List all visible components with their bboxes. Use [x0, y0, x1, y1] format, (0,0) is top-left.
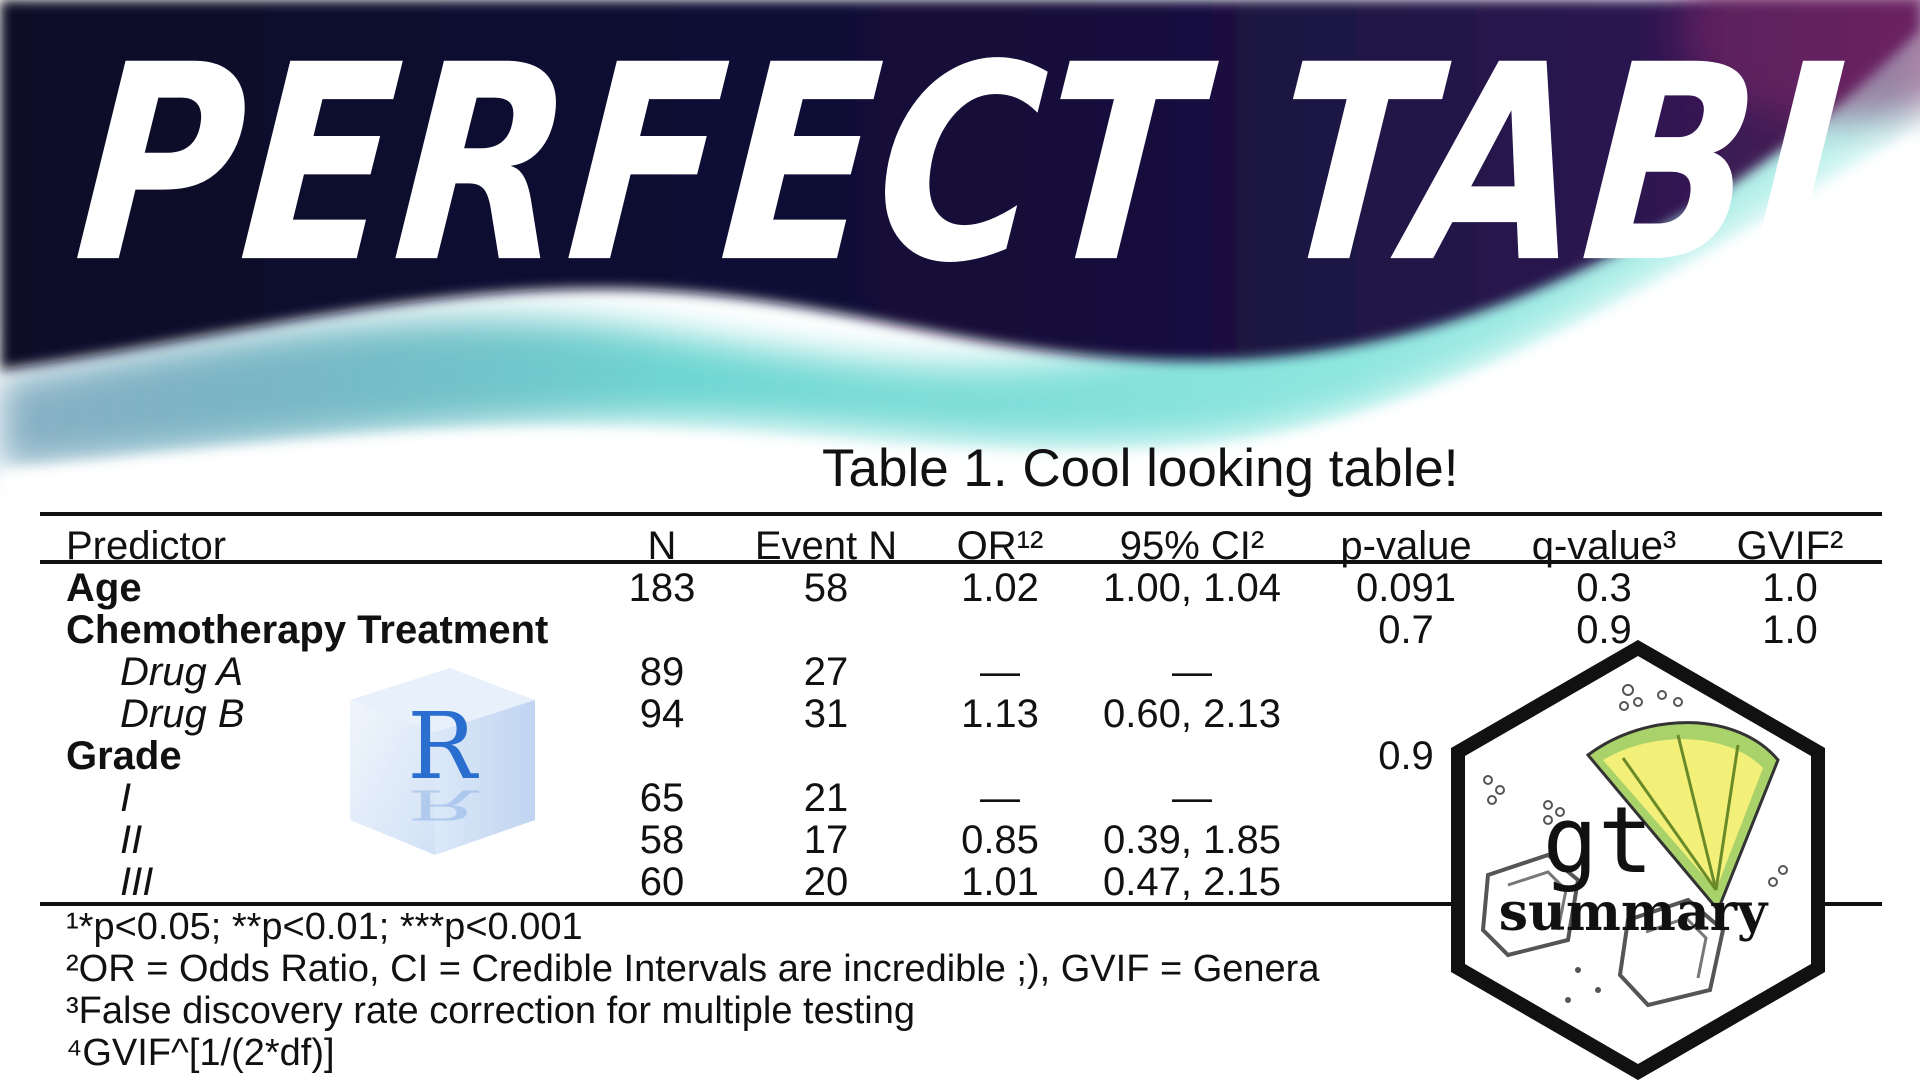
- row-label: Age: [66, 566, 142, 610]
- gtsummary-logo-word-summary: summary: [1499, 882, 1769, 943]
- cell-event-n: 27: [803, 650, 849, 694]
- table-header-rule: [40, 560, 1882, 564]
- footnote-significance: ¹*p<0.05; **p<0.01; ***p<0.001: [66, 906, 583, 948]
- row-label: Chemotherapy Treatment: [66, 608, 549, 652]
- cell-gvif: 1.0: [1762, 608, 1818, 652]
- cell-event-n: 21: [803, 776, 849, 820]
- cell-ci: —: [1172, 650, 1212, 694]
- footnote-fdr: ³False discovery rate correction for mul…: [66, 990, 915, 1032]
- cell-event-n: 58: [803, 566, 849, 610]
- table-bottom-rule: [40, 902, 1882, 906]
- cell-or: 1.01: [961, 860, 1039, 904]
- cell-n: 65: [639, 776, 685, 820]
- col-header-or: OR¹²: [956, 524, 1044, 568]
- cell-gvif: 1.0: [1762, 566, 1818, 610]
- cell-q: 0.3: [1576, 566, 1632, 610]
- table-top-rule: [40, 512, 1882, 516]
- col-header-gvif: GVIF²: [1736, 524, 1844, 568]
- row-label: III: [120, 860, 154, 904]
- cell-n: 94: [639, 692, 685, 736]
- cell-or: —: [980, 650, 1020, 694]
- cell-n: 89: [639, 650, 685, 694]
- gtsummary-logo-word-gt: gt: [1543, 787, 1654, 894]
- r-logo-reflection: R: [407, 781, 479, 829]
- cell-or: 1.13: [961, 692, 1039, 736]
- col-header-predictor: Predictor: [66, 524, 227, 568]
- cell-n: 60: [639, 860, 685, 904]
- row-label: Drug B: [120, 692, 245, 736]
- col-header-p-value: p-value: [1340, 524, 1472, 568]
- cell-n: 183: [628, 566, 696, 610]
- gtsummary-hex-logo-icon: gt summary: [1451, 640, 1825, 1080]
- col-header-ci: 95% CI²: [1119, 524, 1265, 568]
- cell-or: —: [980, 776, 1020, 820]
- col-header-q-value: q-value³: [1531, 524, 1677, 568]
- cell-event-n: 20: [803, 860, 849, 904]
- col-header-n: N: [647, 524, 677, 568]
- cell-event-n: 31: [803, 692, 849, 736]
- cell-n: 58: [639, 818, 685, 862]
- cell-ci: 1.00, 1.04: [1103, 566, 1281, 610]
- footnote-gvif: ⁴GVIF^[1/(2*df)]: [66, 1032, 335, 1074]
- cell-ci: 0.60, 2.13: [1103, 692, 1281, 736]
- cell-p: 0.091: [1355, 566, 1457, 610]
- cell-p: 0.9: [1378, 734, 1434, 778]
- cell-or: 0.85: [961, 818, 1039, 862]
- r-logo-letter: R: [407, 693, 479, 800]
- cell-ci: 0.47, 2.15: [1103, 860, 1281, 904]
- col-header-event-n: Event N: [754, 524, 898, 568]
- table-title: Table 1. Cool looking table!: [822, 439, 1459, 498]
- footnote-abbreviations: ²OR = Odds Ratio, CI = Credible Interval…: [66, 948, 1320, 990]
- cell-event-n: 17: [803, 818, 849, 862]
- headline-title: PERFECT TABLES: [66, 8, 1920, 323]
- row-label: II: [120, 818, 143, 862]
- row-label: I: [120, 776, 132, 820]
- cell-or: 1.02: [961, 566, 1039, 610]
- cell-q: 0.9: [1576, 608, 1632, 652]
- r-logo-icon: R R: [350, 668, 535, 855]
- cell-p: 0.7: [1378, 608, 1434, 652]
- cell-ci: —: [1172, 776, 1212, 820]
- row-label: Grade: [66, 734, 182, 778]
- row-label: Drug A: [120, 650, 244, 694]
- cell-ci: 0.39, 1.85: [1103, 818, 1281, 862]
